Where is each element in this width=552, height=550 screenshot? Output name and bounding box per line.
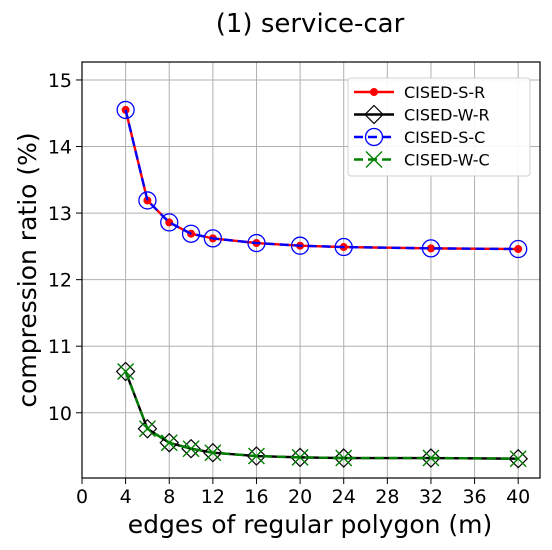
y-tick-label: 12 <box>48 270 72 292</box>
y-tick-label: 14 <box>48 137 72 159</box>
y-tick-label: 15 <box>48 70 72 92</box>
legend-item: CISED-S-C <box>354 127 485 147</box>
data-point <box>203 229 223 248</box>
legend-item: CISED-S-R <box>354 83 485 102</box>
data-point <box>421 448 441 468</box>
data-point <box>334 237 353 257</box>
x-tick-label: 24 <box>332 486 356 508</box>
x-tick-label: 32 <box>419 486 443 508</box>
x-tick-label: 28 <box>375 486 399 508</box>
x-tick-label: 4 <box>120 486 132 508</box>
y-axis-label: compression ratio (%) <box>13 132 42 407</box>
data-point <box>290 447 310 468</box>
data-point <box>247 447 265 465</box>
data-point <box>333 448 354 468</box>
data-point <box>421 239 441 258</box>
x-tick-label: 36 <box>462 486 486 508</box>
x-tick-label: 20 <box>288 486 312 508</box>
y-tick-label: 10 <box>48 403 72 425</box>
plot-frame <box>81 61 541 479</box>
chart-title: (1) service-car <box>216 9 405 39</box>
legend-label: CISED-W-C <box>404 151 490 170</box>
x-axis-label: edges of regular polygon (m) <box>128 510 493 539</box>
data-point <box>204 444 222 462</box>
data-point <box>160 434 178 452</box>
x-tick-label: 16 <box>244 486 268 508</box>
data-point <box>159 432 180 453</box>
legend-marker <box>370 88 378 96</box>
legend-marker <box>364 127 384 147</box>
data-point <box>508 448 529 469</box>
data-point <box>509 450 527 468</box>
series-line <box>124 371 519 460</box>
legend-marker <box>365 151 383 168</box>
x-tick-label: 0 <box>76 486 88 508</box>
series-cised-s-c <box>116 100 528 259</box>
data-point <box>116 100 135 120</box>
legend-item: CISED-W-R <box>354 104 490 125</box>
data-point <box>160 213 179 232</box>
data-point <box>247 233 266 253</box>
data-point <box>203 442 223 463</box>
data-point <box>138 420 156 438</box>
y-tick-label: 11 <box>48 336 72 358</box>
data-point <box>115 361 136 382</box>
data-point <box>138 191 157 210</box>
x-tick-label: 12 <box>201 486 225 508</box>
tick-layer: 0 4 8 12 16 20 24 28 32 36 40 10 11 12 13 14 15 <box>48 70 530 508</box>
series-cised-w-c <box>117 363 527 468</box>
data-point <box>117 363 135 380</box>
x-tick-label: 8 <box>163 486 175 508</box>
legend-box <box>347 77 531 177</box>
series-line <box>124 109 519 251</box>
legend-label: CISED-W-R <box>404 106 490 125</box>
legend-label: CISED-S-R <box>404 83 485 102</box>
legend-marker <box>364 104 384 125</box>
legend: CISED-S-R CISED-W-R CISED-S-C CISED-W-C <box>347 77 531 177</box>
legend-item: CISED-W-C <box>354 151 490 170</box>
series-layer <box>115 100 529 469</box>
data-point <box>422 449 440 467</box>
data-point <box>246 446 267 466</box>
data-point <box>137 418 158 439</box>
data-point <box>182 440 200 458</box>
data-point <box>181 438 201 459</box>
data-point <box>291 448 309 466</box>
y-tick-label: 13 <box>48 203 72 225</box>
x-tick-label: 40 <box>506 486 530 508</box>
data-point <box>509 239 528 259</box>
data-point <box>335 449 353 467</box>
legend-label: CISED-S-C <box>404 128 485 147</box>
series-cised-w-r <box>115 361 529 469</box>
data-point <box>181 224 201 243</box>
data-point <box>290 236 310 255</box>
